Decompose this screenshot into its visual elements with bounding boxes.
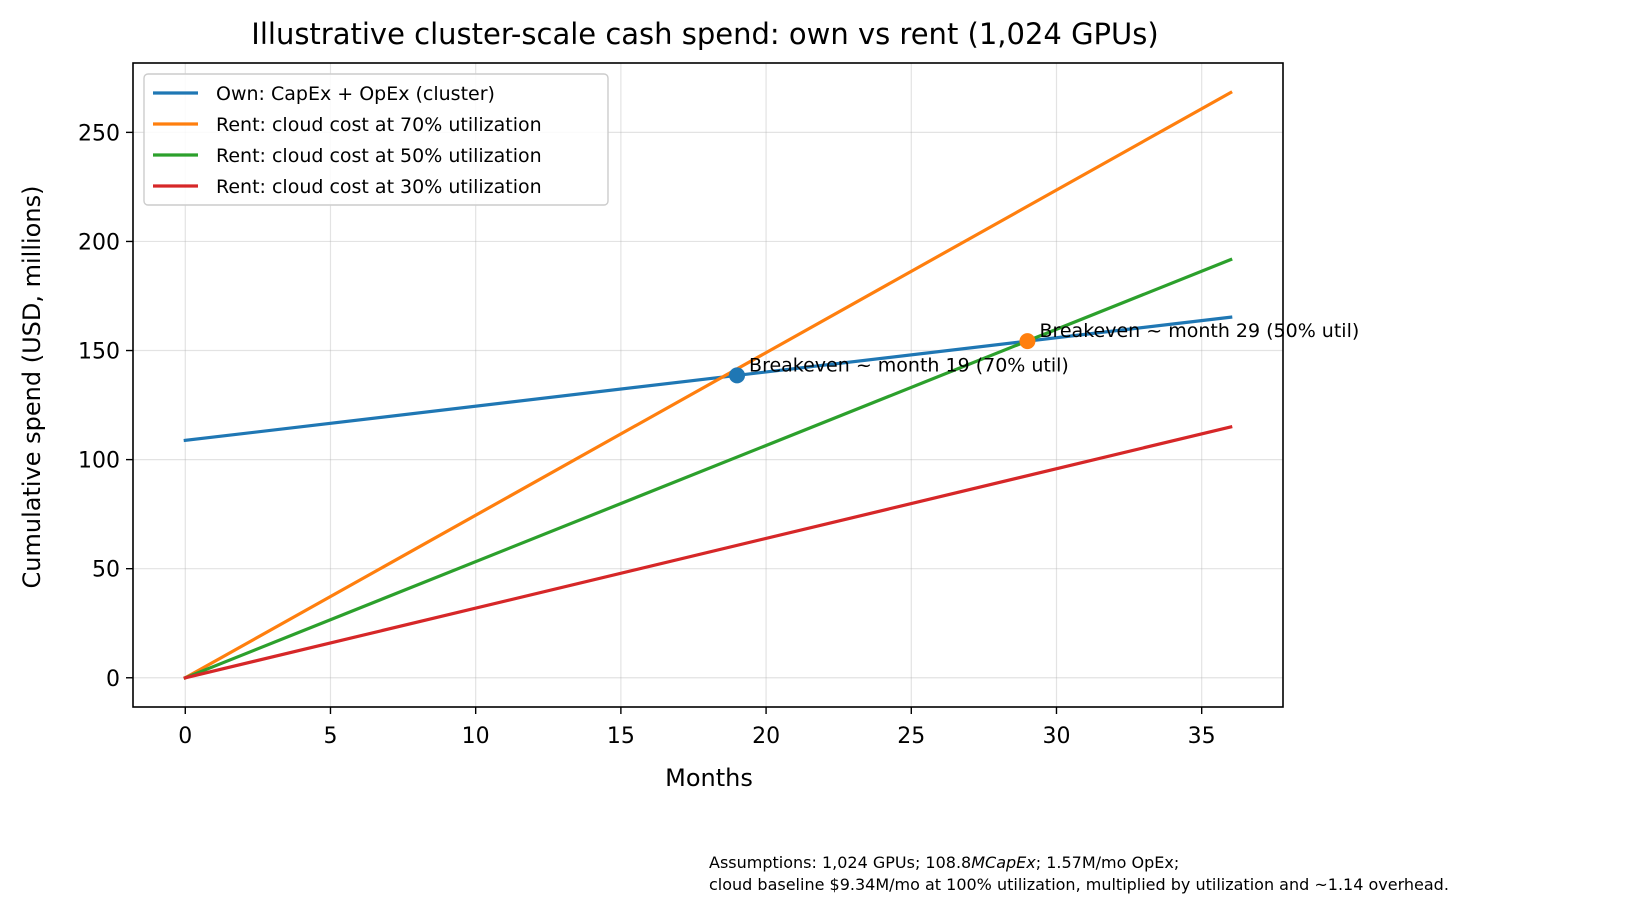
y-tick-label: 50 [92, 558, 120, 583]
series-layer [183, 90, 1233, 680]
footnote-part-1: Assumptions: 1,024 GPUs; 108.8 [709, 853, 971, 872]
x-tick-label: 30 [1042, 724, 1070, 749]
plot-frame [132, 62, 1284, 708]
legend-label-1: Own: CapEx + OpEx (cluster) [216, 83, 495, 105]
breakeven-label-1: Breakeven ~ month 19 (70% util) [749, 354, 1069, 376]
x-axis-label: Months [665, 764, 753, 792]
y-tick-label: 0 [106, 667, 120, 692]
annotations: Breakeven ~ month 19 (70% util) Breakeven… [749, 320, 1359, 376]
x-tick-label: 15 [607, 724, 635, 749]
breakeven-points [729, 333, 1036, 384]
breakeven-point-2 [1019, 333, 1036, 350]
axis-ticks: 0 5 10 15 20 25 30 35 0 50 100 150 200 250 [78, 121, 1216, 749]
y-tick-label: 200 [78, 230, 120, 255]
x-tick-label: 25 [897, 724, 925, 749]
series-line-1 [183, 315, 1233, 443]
grid [133, 63, 1283, 707]
x-tick-label: 10 [462, 724, 490, 749]
breakeven-point-1 [729, 367, 746, 384]
y-axis-label: Cumulative spend (USD, millions) [18, 186, 46, 589]
series-line-4 [183, 424, 1233, 680]
series-line-2 [183, 90, 1233, 680]
y-tick-label: 250 [78, 121, 120, 146]
y-tick-label: 150 [78, 340, 120, 365]
series-line-3 [183, 257, 1233, 680]
footnote-part-2: MCapEx [971, 853, 1036, 872]
legend-box [143, 73, 609, 206]
x-tick-label: 35 [1188, 724, 1216, 749]
chart-title: Illustrative cluster-scale cash spend: o… [251, 17, 1158, 51]
legend-label-2: Rent: cloud cost at 70% utilization [216, 114, 542, 136]
breakeven-label-2: Breakeven ~ month 29 (50% util) [1039, 320, 1359, 342]
footnote-part-3: ; 1.57M/mo OpEx; [1036, 853, 1179, 872]
x-tick-label: 0 [178, 724, 192, 749]
x-tick-label: 5 [323, 724, 337, 749]
footnote-line-2: cloud baseline $9.34M/mo at 100% utiliza… [709, 875, 1449, 894]
legend-label-3: Rent: cloud cost at 50% utilization [216, 145, 542, 167]
legend-label-4: Rent: cloud cost at 30% utilization [216, 176, 542, 198]
y-tick-label: 100 [78, 449, 120, 474]
x-tick-label: 20 [752, 724, 780, 749]
legend: Own: CapEx + OpEx (cluster) Rent: cloud c… [143, 73, 609, 206]
footnote-line-1: Assumptions: 1,024 GPUs; 108.8MCapEx; 1.… [709, 853, 1179, 872]
